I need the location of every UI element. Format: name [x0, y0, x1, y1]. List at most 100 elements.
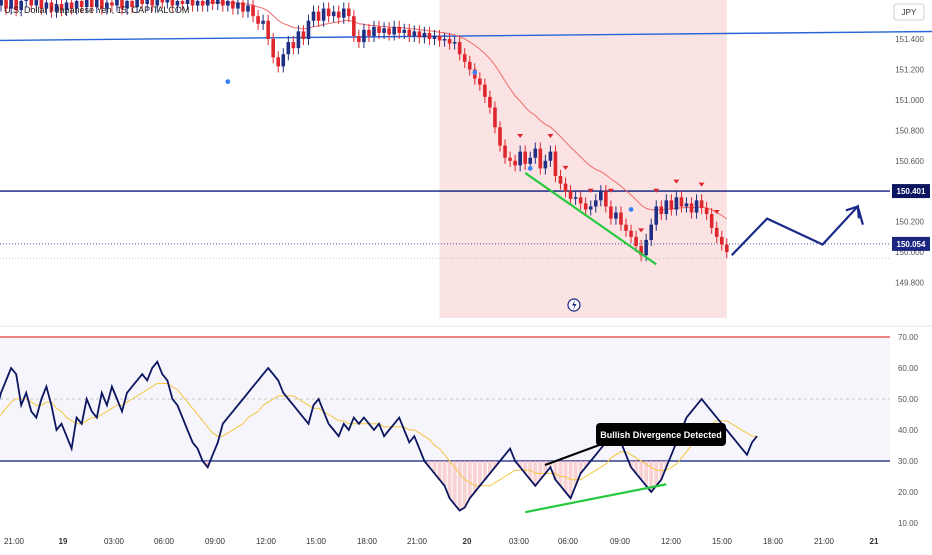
time-axis-tick: 09:00	[610, 537, 631, 546]
candle-body	[619, 212, 623, 225]
candle-body	[266, 20, 270, 39]
time-axis-tick: 21:00	[4, 537, 25, 546]
candle-body	[256, 16, 260, 24]
candle-body	[649, 224, 653, 240]
current-price-label: 150.054	[897, 240, 926, 249]
trendline[interactable]	[0, 30, 932, 42]
candle-body	[583, 203, 588, 210]
price-axis-tick: 150.600	[895, 157, 924, 166]
candle-body	[130, 0, 134, 8]
sell-signal-marker	[698, 182, 705, 187]
candle-body	[352, 16, 356, 36]
candle-body	[135, 0, 139, 8]
candle-body	[140, 0, 144, 4]
candle-body	[195, 0, 200, 6]
price-axis-tick: 150.200	[895, 218, 924, 227]
candle-body	[422, 32, 427, 38]
candle-body	[170, 0, 175, 6]
candle-body	[34, 0, 39, 6]
sell-signal-marker	[607, 188, 614, 193]
candle-body	[457, 42, 462, 55]
candle-body	[281, 54, 286, 67]
rsi-axis-tick: 30.00	[898, 457, 919, 466]
candle-body	[377, 26, 381, 33]
candle-body	[165, 0, 170, 3]
candle-body	[498, 127, 502, 146]
lightning-icon-glyph	[572, 300, 577, 310]
rsi-axis-tick: 20.00	[898, 488, 919, 497]
candle-body	[442, 39, 447, 41]
candle-body	[54, 3, 59, 12]
candle-body	[362, 29, 366, 43]
candle-body	[533, 148, 538, 158]
candle-body	[39, 0, 44, 9]
time-axis-tick: 15:00	[712, 537, 733, 546]
candle-body	[699, 200, 704, 208]
candle-body	[417, 31, 422, 38]
currency-badge[interactable]: JPY	[902, 8, 917, 17]
candle-body	[185, 0, 190, 4]
rsi-axis-tick: 10.00	[898, 519, 919, 528]
projection-arrow[interactable]	[731, 204, 864, 256]
sell-signal-marker	[562, 165, 569, 170]
price-divergence-line[interactable]	[524, 172, 657, 266]
candle-body	[180, 0, 185, 4]
candle-body	[427, 32, 432, 39]
candle-body	[14, 0, 18, 11]
candle-body	[669, 200, 674, 210]
candle-body	[84, 0, 89, 8]
candle-body	[664, 200, 669, 215]
sell-signal-marker	[653, 188, 660, 193]
time-axis-tick: 12:00	[661, 537, 682, 546]
candle-body	[241, 2, 245, 12]
candle-body	[89, 0, 94, 8]
candle-body	[115, 0, 119, 6]
candle-body	[205, 0, 210, 6]
candle-body	[382, 28, 386, 33]
candle-body	[246, 5, 250, 12]
candle-body	[221, 0, 225, 6]
rsi-ma-line	[0, 383, 757, 487]
candle-body	[573, 197, 578, 199]
rsi-axis-tick: 60.00	[898, 364, 919, 373]
candle-body	[467, 61, 472, 70]
rsi-axis-tick: 70.00	[898, 333, 919, 342]
candle-body	[437, 35, 442, 41]
candle-body	[714, 227, 719, 237]
currency-badge-box[interactable]	[893, 3, 925, 21]
candle-body	[105, 2, 109, 9]
candle-body	[276, 57, 281, 67]
candle-body	[296, 31, 301, 49]
price-axis-tick: 151.200	[895, 65, 924, 74]
time-axis-tick: 03:00	[509, 537, 530, 546]
candle-body	[200, 0, 205, 6]
time-axis-tick: 19	[59, 537, 68, 546]
candle-body	[508, 157, 512, 161]
candle-body	[160, 0, 165, 3]
candle-body	[331, 11, 336, 17]
current-price-label-box	[892, 236, 930, 251]
candle-body	[261, 20, 265, 24]
rsi-divergence-line[interactable]	[524, 483, 667, 514]
candle-body	[336, 11, 341, 18]
candle-body	[271, 39, 275, 58]
candle-body	[689, 203, 694, 213]
candle-body	[24, 0, 29, 1]
rsi-axis-tick: 50.00	[898, 395, 919, 404]
candle-body	[74, 0, 79, 9]
candle-body	[226, 0, 230, 6]
candle-body	[593, 200, 598, 207]
candle-body	[629, 230, 633, 237]
candle-body	[659, 206, 664, 215]
buy-signal-marker	[472, 70, 478, 75]
price-axis-tick: 150.000	[895, 248, 924, 257]
sell-signal-marker	[517, 133, 524, 138]
candle-body	[175, 0, 180, 6]
price-axis-tick: 151.400	[895, 35, 924, 44]
candle-body	[357, 35, 361, 43]
candle-body	[407, 29, 412, 36]
candle-body	[125, 0, 129, 9]
candle-body	[347, 8, 351, 17]
buy-signal-marker	[628, 207, 634, 212]
